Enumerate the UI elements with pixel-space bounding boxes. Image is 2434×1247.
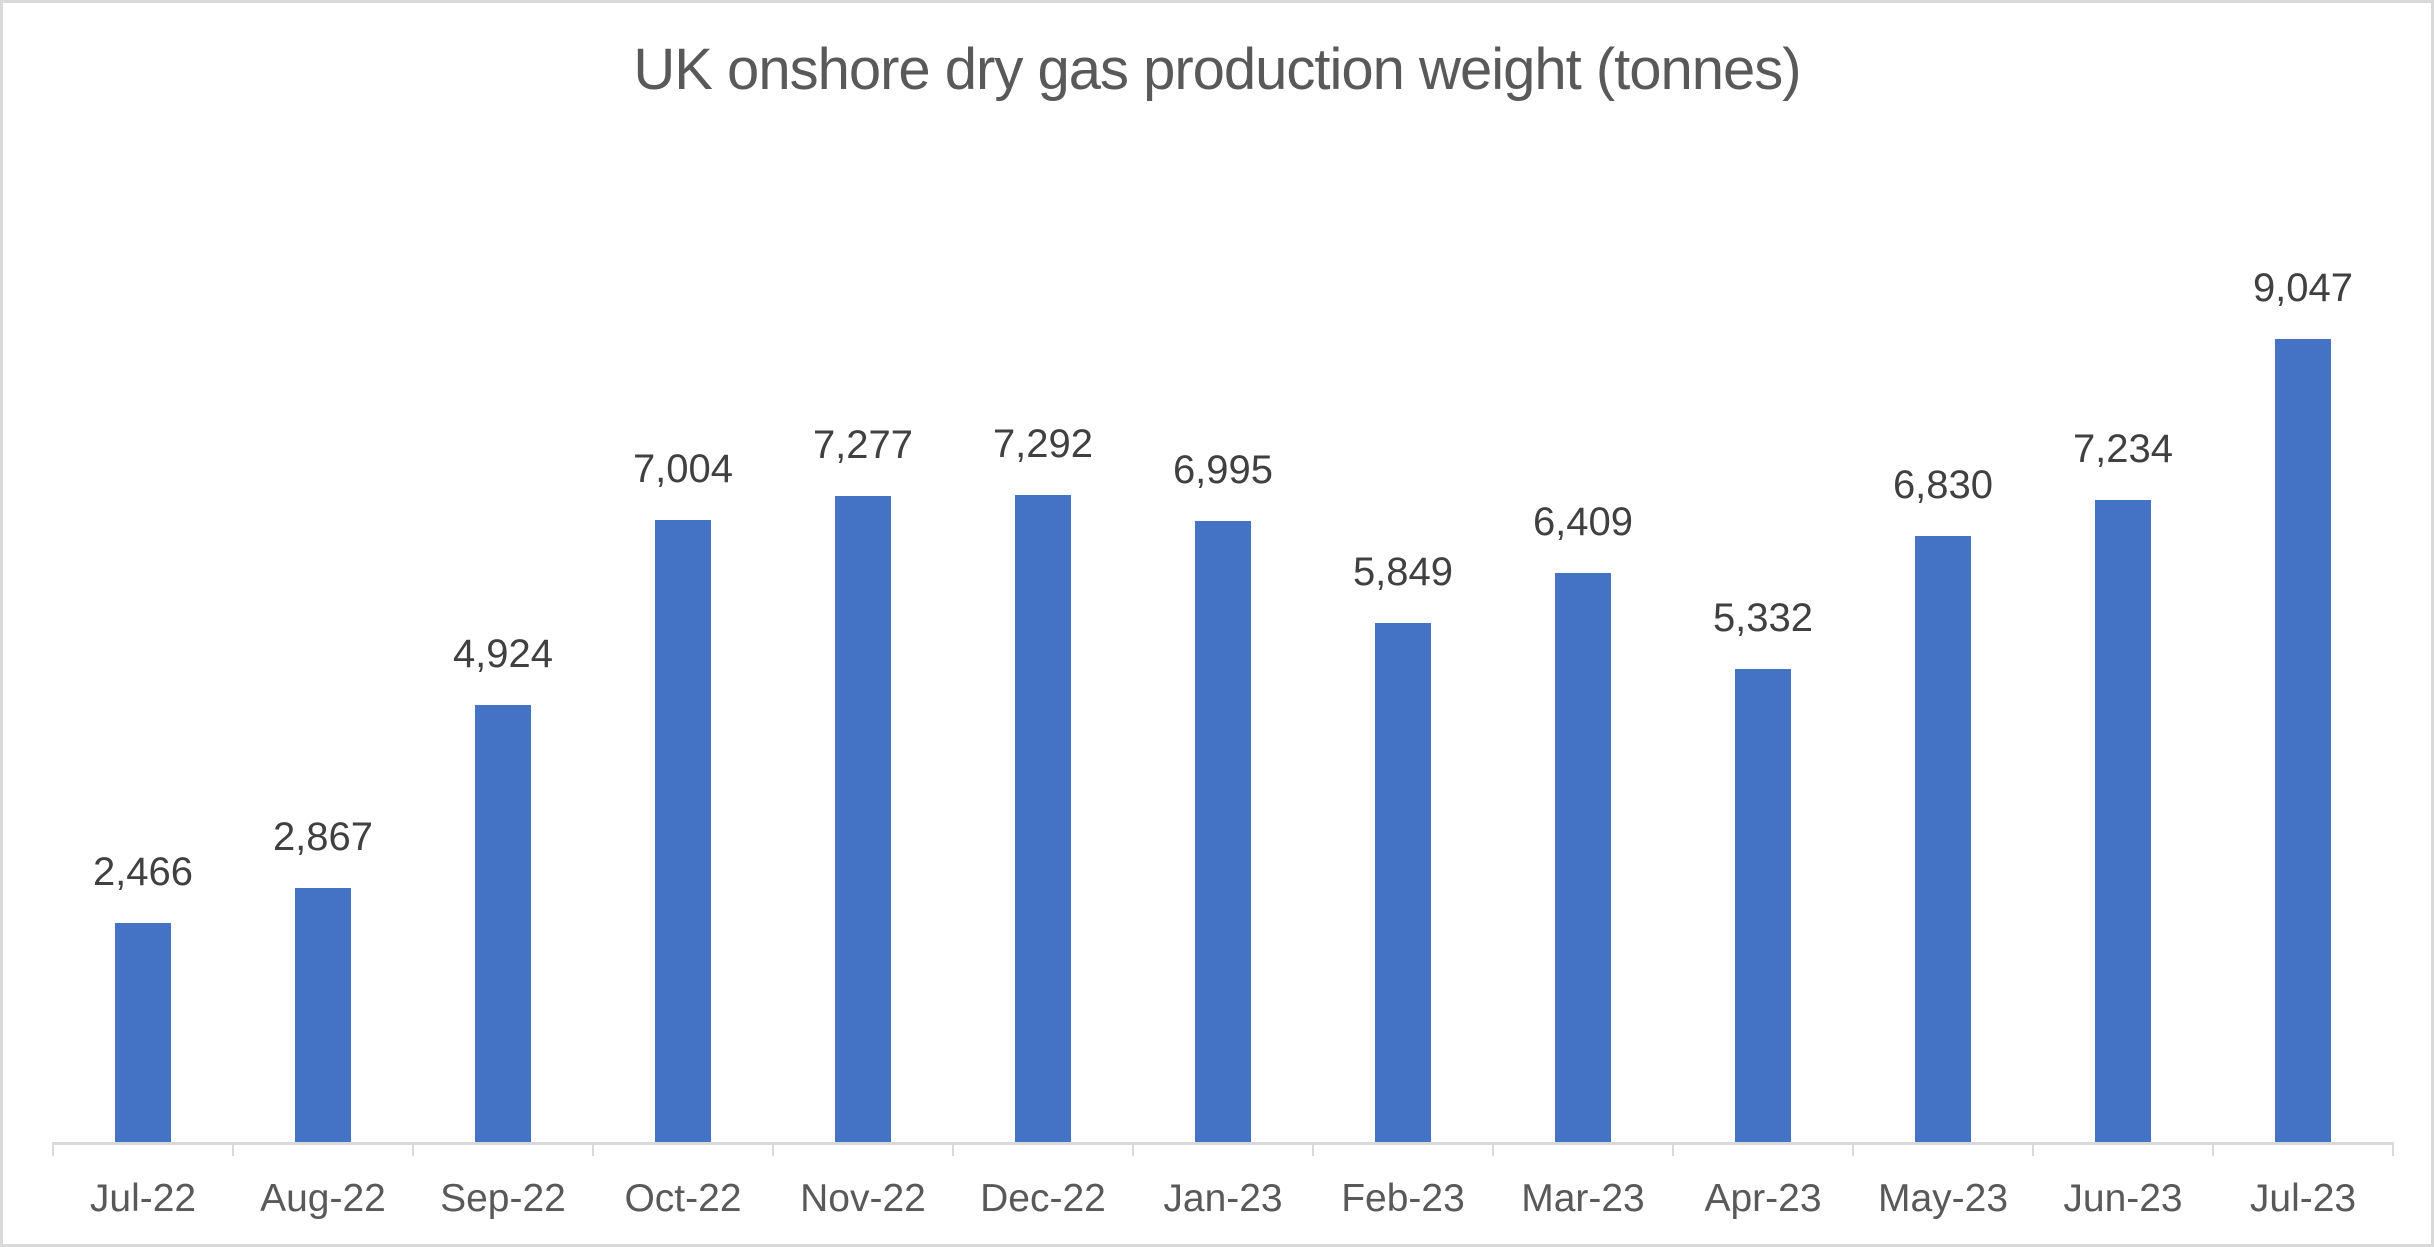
bar: [1555, 573, 1611, 1142]
x-axis-label: Feb-23: [1341, 1177, 1465, 1220]
x-axis-label: Jun-23: [2063, 1177, 2183, 1220]
x-axis-label: Oct-22: [624, 1177, 742, 1220]
value-label: 6,409: [1532, 500, 1634, 544]
axis-tick: [2392, 1142, 2394, 1156]
axis-tick: [1312, 1142, 1314, 1156]
value-label: 7,234: [2072, 427, 2174, 471]
axis-tick: [1852, 1142, 1854, 1156]
axis-tick: [1132, 1142, 1134, 1156]
value-label: 9,047: [2252, 266, 2354, 310]
axis-tick: [1672, 1142, 1674, 1156]
chart-title: UK onshore dry gas production weight (to…: [633, 37, 1801, 102]
x-axis-label: Sep-22: [440, 1177, 566, 1220]
x-axis-label: Nov-22: [800, 1177, 926, 1220]
bar: [475, 705, 531, 1142]
value-label: 5,332: [1712, 596, 1814, 640]
axis-tick: [772, 1142, 774, 1156]
x-axis-label: Apr-23: [1704, 1177, 1822, 1220]
value-label: 5,849: [1352, 550, 1454, 594]
bar: [1735, 669, 1791, 1142]
bar: [2275, 339, 2331, 1142]
axis-tick: [1492, 1142, 1494, 1156]
value-label: 7,292: [992, 422, 1094, 466]
axis-tick: [232, 1142, 234, 1156]
x-axis-label: May-23: [1877, 1177, 2009, 1220]
plot-area: 2,466 Jul-22 2,867 Aug-22 4,924 Sep-22 7,004 Oc…: [3, 3, 2431, 1244]
axis-tick: [2212, 1142, 2214, 1156]
x-axis-label: Dec-22: [980, 1177, 1106, 1220]
bar: [1375, 623, 1431, 1142]
value-label: 2,867: [272, 815, 374, 859]
bar: [295, 888, 351, 1142]
axis-tick: [592, 1142, 594, 1156]
x-axis-label: Jul-22: [89, 1177, 197, 1220]
x-axis-label: Aug-22: [260, 1177, 386, 1220]
bar: [1015, 495, 1071, 1142]
axis-tick: [2032, 1142, 2034, 1156]
value-label: 2,466: [92, 850, 194, 894]
bar: [1915, 536, 1971, 1142]
value-label: 6,995: [1172, 448, 1274, 492]
bar: [655, 520, 711, 1142]
x-axis-label: Jul-23: [2249, 1177, 2357, 1220]
axis-tick: [412, 1142, 414, 1156]
bar: [115, 923, 171, 1142]
value-label: 4,924: [452, 632, 554, 676]
value-label: 7,277: [812, 423, 914, 467]
value-label: 6,830: [1892, 463, 1994, 507]
bar: [2095, 500, 2151, 1142]
axis-tick: [52, 1142, 54, 1156]
x-axis-line: [52, 1142, 2394, 1145]
bar: [1195, 521, 1251, 1142]
bar: [835, 496, 891, 1142]
x-axis-label: Jan-23: [1163, 1177, 1283, 1220]
value-label: 7,004: [632, 447, 734, 491]
x-axis-label: Mar-23: [1521, 1177, 1645, 1220]
axis-tick: [952, 1142, 954, 1156]
